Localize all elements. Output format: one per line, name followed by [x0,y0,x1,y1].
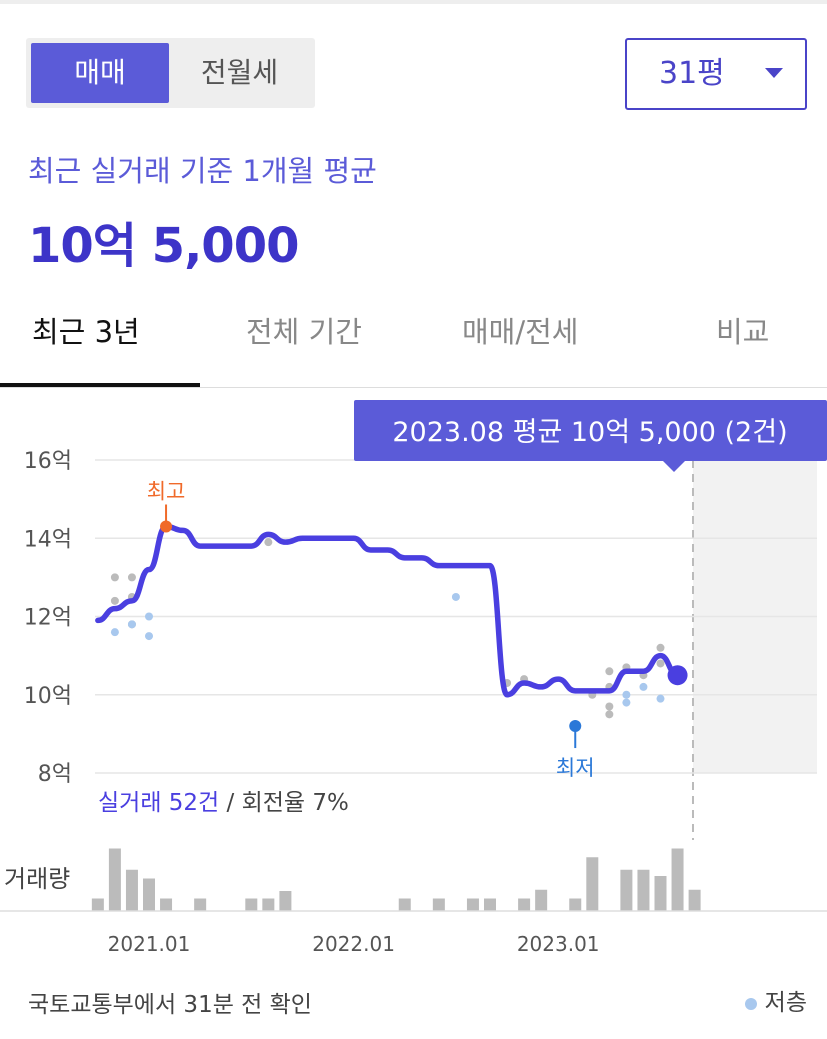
volume-bar [194,898,207,911]
lowest-point [569,720,582,733]
volume-bar [484,898,496,911]
volume-bar [91,898,104,911]
data-source-note: 국토교통부에서 31분 전 확인 [28,992,312,1018]
volume-bar [535,889,548,911]
low-floor-trade-dot [622,690,631,699]
low-floor-trade-dot [639,682,648,691]
x-tick-label: 2022.01 [312,932,395,956]
y-tick-label: 16억 [24,449,72,474]
tooltip-box [354,400,827,461]
volume-bar [569,898,582,911]
volume-bar [143,878,155,911]
trade-dot [605,702,614,711]
tab-compare[interactable]: 비교 [716,315,770,349]
chart-legend: 저층 [744,983,807,1017]
volume-bar [432,898,445,911]
low-floor-trade-dot [110,628,119,637]
trade-dot [127,573,136,582]
highest-label: 최고 [147,480,186,504]
turnover-rate: / 회전율 7% [219,790,349,816]
current-point [667,665,688,686]
volume-bar [279,891,292,911]
caret-down-icon [765,68,783,78]
size-dropdown[interactable]: 31평 [625,38,807,110]
rent-toggle-button[interactable]: 전월세 [200,56,279,89]
low-floor-trade-dot [127,620,136,629]
low-floor-trade-dot [622,698,631,707]
y-tick-label: 8억 [38,762,72,787]
tooltip-arrow [663,461,685,472]
trade-dot [110,596,119,605]
lowest-label: 최저 [556,756,595,780]
trade-dot [110,573,119,582]
volume-bar [518,898,531,911]
volume-bar [245,898,258,911]
trade-dot [656,643,665,652]
trade-type-toggle: 매매 전월세 [26,38,315,108]
volume-bar [125,869,138,911]
trade-dot [264,538,273,547]
low-floor-trade-dot [656,694,665,703]
volume-bar [586,857,599,911]
low-floor-trade-dot [451,592,460,601]
trade-dot [605,667,614,676]
trade-dot [656,659,665,668]
low-floor-dot-icon [744,997,757,1010]
trade-summary: 실거래 52건 / 회전율 7% [98,790,349,816]
sale-toggle-button[interactable]: 매매 [31,43,169,103]
volume-bar [398,898,411,911]
volume-bar [160,898,173,911]
volume-bar [466,898,479,911]
volume-bar [108,848,121,911]
active-tab-indicator [0,383,200,387]
low-floor-trade-dot [145,632,153,641]
average-price-line [95,523,681,698]
highest-point [160,520,173,533]
volume-bar [671,848,684,911]
tooltip-text: 2023.08 평균 10억 5,000 (2건) [392,417,787,448]
y-tick-label: 12억 [24,606,72,631]
trade-count: 실거래 52건 [98,790,219,816]
volume-bar [637,869,650,911]
tab-all-period[interactable]: 전체 기간 [246,315,362,349]
size-dropdown-value: 31평 [659,56,725,91]
top-divider [0,0,827,4]
average-price: 10억 5,000 [28,218,299,274]
y-tick-label: 10억 [24,684,72,709]
volume-bar [654,876,667,911]
period-tabs: 최근 3년 전체 기간 매매/전세 비교 [0,300,827,388]
trade-dot [605,710,614,719]
legend-low-floor: 저층 [764,990,807,1016]
volume-label: 거래량 [4,865,70,893]
volume-bar [262,898,275,911]
volume-bar [620,869,633,911]
y-tick-label: 14억 [24,527,72,552]
tab-sale-rent[interactable]: 매매/전세 [462,315,579,349]
x-tick-label: 2021.01 [108,932,191,956]
tab-recent-3y[interactable]: 최근 3년 [32,315,140,349]
volume-bar [688,889,701,911]
x-tick-label: 2023.01 [517,932,600,956]
low-floor-trade-dot [145,612,153,621]
average-label: 최근 실거래 기준 1개월 평균 [28,154,377,188]
